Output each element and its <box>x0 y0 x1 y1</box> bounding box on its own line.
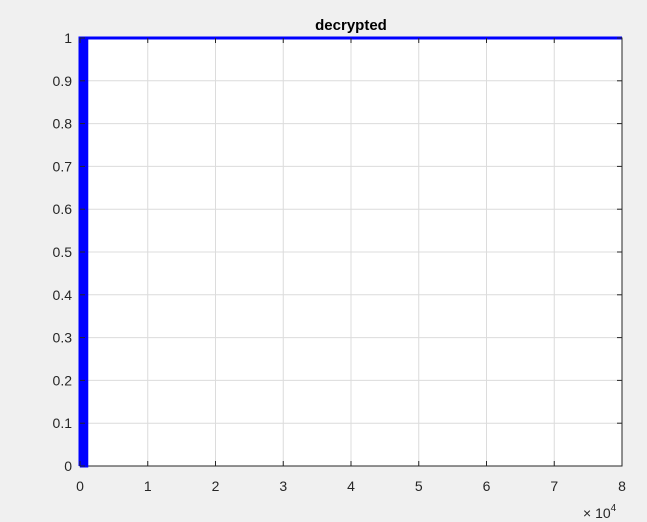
y-tick-label: 0.8 <box>53 116 73 132</box>
y-tick-label: 0.5 <box>53 244 73 260</box>
x-tick-label: 1 <box>144 478 152 494</box>
x-exponent-power: 4 <box>611 503 617 514</box>
y-tick-label: 0 <box>64 458 72 474</box>
chart-title: decrypted <box>315 17 387 34</box>
x-tick-label: 2 <box>212 478 220 494</box>
x-tick-label: 0 <box>76 478 84 494</box>
x-tick-label: 7 <box>550 478 558 494</box>
y-tick-label: 0.6 <box>53 201 73 217</box>
y-tick-label: 0.3 <box>53 330 73 346</box>
y-tick-label: 0.7 <box>53 158 73 174</box>
y-tick-label: 0.4 <box>53 287 73 303</box>
x-tick-label: 3 <box>279 478 287 494</box>
y-tick-label: 0.1 <box>53 415 73 431</box>
x-tick-label: 5 <box>415 478 423 494</box>
x-exponent-base: × 10 <box>583 505 611 521</box>
y-tick-label: 0.2 <box>53 372 73 388</box>
tick-labels: 0 1 2 3 4 5 6 7 8 0 0.1 0.2 0.3 0.4 0.5 0.6 0.7 0.8 0.9 1 <box>53 30 627 494</box>
ticks <box>79 37 623 467</box>
y-tick-label: 0.9 <box>53 73 73 89</box>
x-exponent-label: × 104 <box>583 503 617 521</box>
y-tick-label: 1 <box>64 30 72 46</box>
x-tick-label: 4 <box>347 478 355 494</box>
x-tick-label: 6 <box>483 478 491 494</box>
x-tick-label: 8 <box>618 478 626 494</box>
